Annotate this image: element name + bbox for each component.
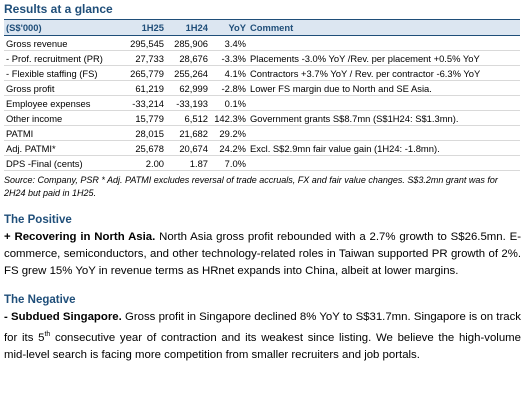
cell: Government grants S$8.7mn (S$1H24: S$1.3…	[248, 110, 520, 126]
cell: -2.8%	[210, 80, 248, 96]
cell: Contractors +3.7% YoY / Rev. per contrac…	[248, 65, 520, 81]
title: Results at a glance	[4, 2, 113, 16]
cell	[248, 155, 520, 171]
column-header: (S$'000)	[4, 19, 116, 36]
cell: 285,906	[166, 35, 210, 51]
table-body: Gross revenue 295,545 285,906 3.4% - Prof. r…	[4, 35, 520, 171]
cell: 0.1%	[210, 95, 248, 111]
cell: 62,999	[166, 80, 210, 96]
lead: + Recovering in North Asia.	[4, 231, 156, 243]
column-header: YoY	[210, 19, 248, 36]
cell: -3.3%	[210, 50, 248, 66]
cell: 295,545	[116, 35, 166, 51]
cell: 27,733	[116, 50, 166, 66]
header-row: (S$'000) 1H25 1H24 YoY Comment	[4, 19, 520, 36]
results-table: (S$'000) 1H25 1H24 YoY Comment Gross revenue…	[4, 19, 520, 171]
cell: 28,015	[116, 125, 166, 141]
cell: 29.2%	[210, 125, 248, 141]
cell: 25,678	[116, 140, 166, 156]
text: North Asia gross profit rebounded with a…	[4, 231, 521, 277]
cell: 21,682	[166, 125, 210, 141]
section-heading: The Positive	[4, 214, 72, 226]
cell: 2.00	[116, 155, 166, 171]
cell: Other income	[4, 110, 116, 126]
table-row: Other income 15,779 6,512 142.3% Government …	[4, 110, 520, 126]
cell: 4.1%	[210, 65, 248, 81]
text: Gross profit in Singapore declined 8% Yo…	[4, 311, 521, 344]
table-row: Employee expenses -33,214 -33,193 0.1%	[4, 95, 520, 111]
cell: Gross profit	[4, 80, 116, 96]
paragraph: + Recovering in North Asia. North Asia g…	[4, 229, 521, 280]
cell: Lower FS margin due to North and SE Asia…	[248, 80, 520, 96]
cell: 15,779	[116, 110, 166, 126]
column-header: 1H24	[166, 19, 210, 36]
cell: 28,676	[166, 50, 210, 66]
paragraph: - Subdued Singapore. Gross profit in Sin…	[4, 309, 521, 364]
table-row: Gross profit 61,219 62,999 -2.8% Lower FS ma…	[4, 80, 520, 96]
text: consecutive year of contraction and its …	[4, 331, 521, 361]
table-row: - Flexible staffing (FS) 265,779 255,264 4.…	[4, 65, 520, 81]
lead: - Subdued Singapore.	[4, 311, 122, 323]
table-row: Adj. PATMI* 25,678 20,674 24.2% Excl. S$2.9m…	[4, 140, 520, 156]
cell: PATMI	[4, 125, 116, 141]
cell: Placements -3.0% YoY /Rev. per placement…	[248, 50, 520, 66]
superscript: th	[44, 331, 51, 338]
cell: 142.3%	[210, 110, 248, 126]
cell: 3.4%	[210, 35, 248, 51]
cell: Gross revenue	[4, 35, 116, 51]
source-note: Source: Company, PSR * Adj. PATMI exclud…	[4, 175, 498, 198]
cell	[248, 125, 520, 141]
cell: DPS -Final (cents)	[4, 155, 116, 171]
cell: -33,193	[166, 95, 210, 111]
cell: - Flexible staffing (FS)	[4, 65, 116, 81]
cell: 24.2%	[210, 140, 248, 156]
section-heading: The Negative	[4, 294, 76, 306]
cell: Excl. S$2.9mn fair value gain (1H24: -1.…	[248, 140, 520, 156]
cell	[248, 95, 520, 111]
cell: Employee expenses	[4, 95, 116, 111]
column-header: Comment	[248, 19, 520, 36]
cell: 255,264	[166, 65, 210, 81]
cell: 6,512	[166, 110, 210, 126]
table-row: DPS -Final (cents) 2.00 1.87 7.0%	[4, 155, 520, 171]
cell: Adj. PATMI*	[4, 140, 116, 156]
cell	[248, 35, 520, 51]
cell: 20,674	[166, 140, 210, 156]
cell: 7.0%	[210, 155, 248, 171]
cell: 1.87	[166, 155, 210, 171]
table-row: PATMI 28,015 21,682 29.2%	[4, 125, 520, 141]
table-row: Gross revenue 295,545 285,906 3.4%	[4, 35, 520, 51]
cell: 61,219	[116, 80, 166, 96]
cell: 265,779	[116, 65, 166, 81]
cell: - Prof. recruitment (PR)	[4, 50, 116, 66]
table-row: - Prof. recruitment (PR) 27,733 28,676 -3.3…	[4, 50, 520, 66]
cell: -33,214	[116, 95, 166, 111]
column-header: 1H25	[116, 19, 166, 36]
